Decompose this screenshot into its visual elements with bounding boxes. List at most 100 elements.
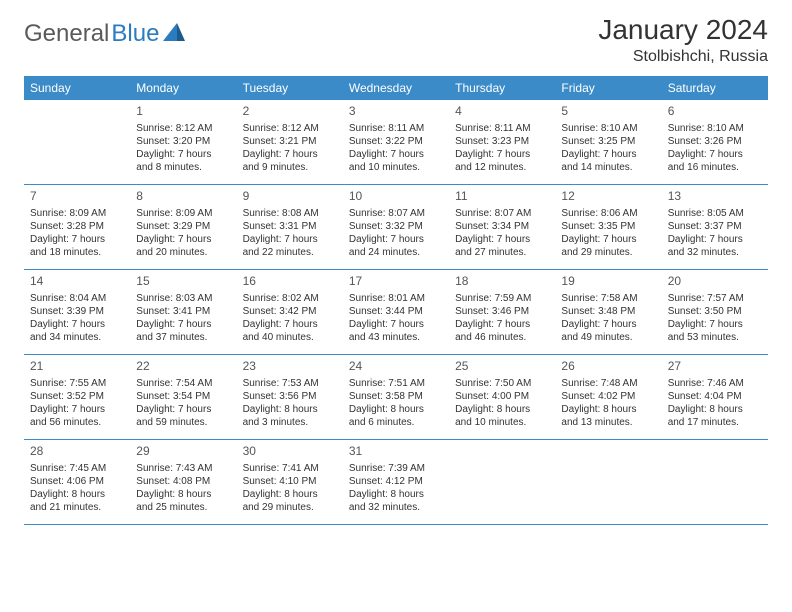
daylight-text: Daylight: 7 hours and 40 minutes. xyxy=(243,318,337,344)
day-number: 11 xyxy=(455,189,549,205)
calendar-cell: 21Sunrise: 7:55 AMSunset: 3:52 PMDayligh… xyxy=(24,355,130,439)
sunset-text: Sunset: 3:52 PM xyxy=(30,390,124,403)
sunset-text: Sunset: 3:39 PM xyxy=(30,305,124,318)
calendar-cell: 24Sunrise: 7:51 AMSunset: 3:58 PMDayligh… xyxy=(343,355,449,439)
day-number: 22 xyxy=(136,359,230,375)
calendar-cell: 10Sunrise: 8:07 AMSunset: 3:32 PMDayligh… xyxy=(343,185,449,269)
day-number: 27 xyxy=(668,359,762,375)
sunset-text: Sunset: 3:58 PM xyxy=(349,390,443,403)
day-number: 21 xyxy=(30,359,124,375)
day-number: 23 xyxy=(243,359,337,375)
sunrise-text: Sunrise: 7:41 AM xyxy=(243,462,337,475)
daylight-text: Daylight: 7 hours and 53 minutes. xyxy=(668,318,762,344)
daylight-text: Daylight: 8 hours and 13 minutes. xyxy=(561,403,655,429)
daylight-text: Daylight: 8 hours and 3 minutes. xyxy=(243,403,337,429)
sunrise-text: Sunrise: 8:12 AM xyxy=(243,122,337,135)
sunrise-text: Sunrise: 8:10 AM xyxy=(561,122,655,135)
sunrise-text: Sunrise: 8:07 AM xyxy=(455,207,549,220)
calendar-cell: 20Sunrise: 7:57 AMSunset: 3:50 PMDayligh… xyxy=(662,270,768,354)
sunrise-text: Sunrise: 8:11 AM xyxy=(349,122,443,135)
day-number: 17 xyxy=(349,274,443,290)
calendar-cell: 19Sunrise: 7:58 AMSunset: 3:48 PMDayligh… xyxy=(555,270,661,354)
daylight-text: Daylight: 7 hours and 22 minutes. xyxy=(243,233,337,259)
day-number: 31 xyxy=(349,444,443,460)
day-number: 29 xyxy=(136,444,230,460)
sunrise-text: Sunrise: 8:07 AM xyxy=(349,207,443,220)
page-header: GeneralBlue January 2024 Stolbishchi, Ru… xyxy=(24,14,768,66)
day-number: 19 xyxy=(561,274,655,290)
calendar-cell: 27Sunrise: 7:46 AMSunset: 4:04 PMDayligh… xyxy=(662,355,768,439)
sunset-text: Sunset: 3:31 PM xyxy=(243,220,337,233)
calendar-cell: 2 Sunrise: 8:12 AMSunset: 3:21 PMDaylight… xyxy=(237,100,343,184)
sunset-text: Sunset: 3:21 PM xyxy=(243,135,337,148)
calendar-cell: 22Sunrise: 7:54 AMSunset: 3:54 PMDayligh… xyxy=(130,355,236,439)
daylight-text: Daylight: 7 hours and 24 minutes. xyxy=(349,233,443,259)
sunrise-text: Sunrise: 7:50 AM xyxy=(455,377,549,390)
sunset-text: Sunset: 3:48 PM xyxy=(561,305,655,318)
sunset-text: Sunset: 4:06 PM xyxy=(30,475,124,488)
daylight-text: Daylight: 7 hours and 32 minutes. xyxy=(668,233,762,259)
sunrise-text: Sunrise: 8:05 AM xyxy=(668,207,762,220)
daylight-text: Daylight: 7 hours and 10 minutes. xyxy=(349,148,443,174)
sunset-text: Sunset: 4:00 PM xyxy=(455,390,549,403)
calendar-cell xyxy=(24,100,130,184)
day-number: 15 xyxy=(136,274,230,290)
sunrise-text: Sunrise: 7:53 AM xyxy=(243,377,337,390)
day-number: 2 xyxy=(243,104,337,120)
sunset-text: Sunset: 3:44 PM xyxy=(349,305,443,318)
sunset-text: Sunset: 3:35 PM xyxy=(561,220,655,233)
day-header: Saturday xyxy=(662,76,768,100)
header-right: January 2024 Stolbishchi, Russia xyxy=(598,14,768,66)
daylight-text: Daylight: 8 hours and 29 minutes. xyxy=(243,488,337,514)
calendar-cell: 26Sunrise: 7:48 AMSunset: 4:02 PMDayligh… xyxy=(555,355,661,439)
calendar: Sunday Monday Tuesday Wednesday Thursday… xyxy=(24,76,768,525)
daylight-text: Daylight: 8 hours and 10 minutes. xyxy=(455,403,549,429)
calendar-week-row: 7Sunrise: 8:09 AMSunset: 3:28 PMDaylight… xyxy=(24,185,768,270)
calendar-week-row: 21Sunrise: 7:55 AMSunset: 3:52 PMDayligh… xyxy=(24,355,768,440)
sunset-text: Sunset: 3:50 PM xyxy=(668,305,762,318)
day-number: 7 xyxy=(30,189,124,205)
day-number: 24 xyxy=(349,359,443,375)
calendar-week-row: 14Sunrise: 8:04 AMSunset: 3:39 PMDayligh… xyxy=(24,270,768,355)
day-header: Monday xyxy=(130,76,236,100)
sunset-text: Sunset: 3:42 PM xyxy=(243,305,337,318)
calendar-cell: 17Sunrise: 8:01 AMSunset: 3:44 PMDayligh… xyxy=(343,270,449,354)
calendar-cell: 8Sunrise: 8:09 AMSunset: 3:29 PMDaylight… xyxy=(130,185,236,269)
calendar-cell: 28Sunrise: 7:45 AMSunset: 4:06 PMDayligh… xyxy=(24,440,130,524)
location-label: Stolbishchi, Russia xyxy=(598,48,768,66)
calendar-cell: 11Sunrise: 8:07 AMSunset: 3:34 PMDayligh… xyxy=(449,185,555,269)
day-header-row: Sunday Monday Tuesday Wednesday Thursday… xyxy=(24,76,768,100)
calendar-week-row: 1Sunrise: 8:12 AMSunset: 3:20 PMDaylight… xyxy=(24,100,768,185)
sunset-text: Sunset: 4:04 PM xyxy=(668,390,762,403)
brand-logo: GeneralBlue xyxy=(24,14,185,48)
day-header: Sunday xyxy=(24,76,130,100)
day-number: 25 xyxy=(455,359,549,375)
calendar-cell: 18Sunrise: 7:59 AMSunset: 3:46 PMDayligh… xyxy=(449,270,555,354)
calendar-cell: 31Sunrise: 7:39 AMSunset: 4:12 PMDayligh… xyxy=(343,440,449,524)
daylight-text: Daylight: 7 hours and 37 minutes. xyxy=(136,318,230,344)
calendar-cell: 5Sunrise: 8:10 AMSunset: 3:25 PMDaylight… xyxy=(555,100,661,184)
calendar-cell xyxy=(662,440,768,524)
daylight-text: Daylight: 8 hours and 21 minutes. xyxy=(30,488,124,514)
sunset-text: Sunset: 3:26 PM xyxy=(668,135,762,148)
calendar-cell: 23Sunrise: 7:53 AMSunset: 3:56 PMDayligh… xyxy=(237,355,343,439)
sunrise-text: Sunrise: 7:54 AM xyxy=(136,377,230,390)
sunrise-text: Sunrise: 7:48 AM xyxy=(561,377,655,390)
sunset-text: Sunset: 3:29 PM xyxy=(136,220,230,233)
sunrise-text: Sunrise: 7:43 AM xyxy=(136,462,230,475)
day-number: 6 xyxy=(668,104,762,120)
day-number: 30 xyxy=(243,444,337,460)
daylight-text: Daylight: 7 hours and 18 minutes. xyxy=(30,233,124,259)
sunrise-text: Sunrise: 8:03 AM xyxy=(136,292,230,305)
daylight-text: Daylight: 8 hours and 17 minutes. xyxy=(668,403,762,429)
calendar-cell: 25 Sunrise: 7:50 AMSunset: 4:00 PMDayligh… xyxy=(449,355,555,439)
day-number: 3 xyxy=(349,104,443,120)
day-number: 14 xyxy=(30,274,124,290)
day-number: 16 xyxy=(243,274,337,290)
calendar-cell: 1Sunrise: 8:12 AMSunset: 3:20 PMDaylight… xyxy=(130,100,236,184)
day-number: 26 xyxy=(561,359,655,375)
sunrise-text: Sunrise: 8:10 AM xyxy=(668,122,762,135)
calendar-cell: 15Sunrise: 8:03 AMSunset: 3:41 PMDayligh… xyxy=(130,270,236,354)
daylight-text: Daylight: 7 hours and 9 minutes. xyxy=(243,148,337,174)
day-number: 10 xyxy=(349,189,443,205)
